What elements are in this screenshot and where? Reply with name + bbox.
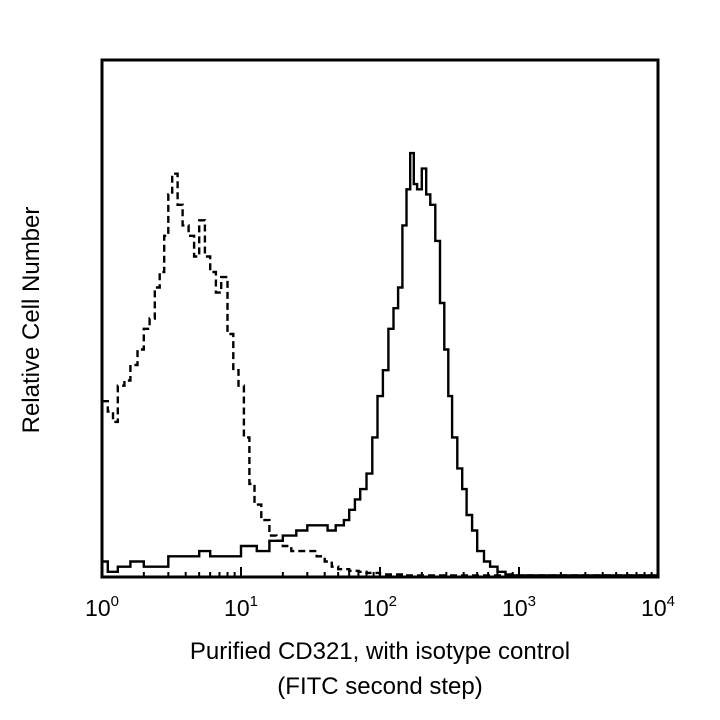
series-layer [102,151,658,577]
series-isotype-control-line [102,172,658,577]
y-axis-title: Relative Cell Number [18,207,45,434]
x-tick-label: 103 [502,593,536,621]
x-tick-label: 100 [85,593,119,621]
x-tick-label: 104 [641,593,675,621]
x-tick-label: 101 [224,593,258,621]
x-tick-labels: 100 101 102 103 104 [85,593,675,621]
plot-frame [100,58,660,579]
x-axis-title: Purified CD321, with isotype control [190,638,570,665]
x-axis-title-line2: (FITC second step) [277,673,482,700]
series-cd321-line [102,151,658,577]
x-tick-label: 102 [363,593,397,621]
